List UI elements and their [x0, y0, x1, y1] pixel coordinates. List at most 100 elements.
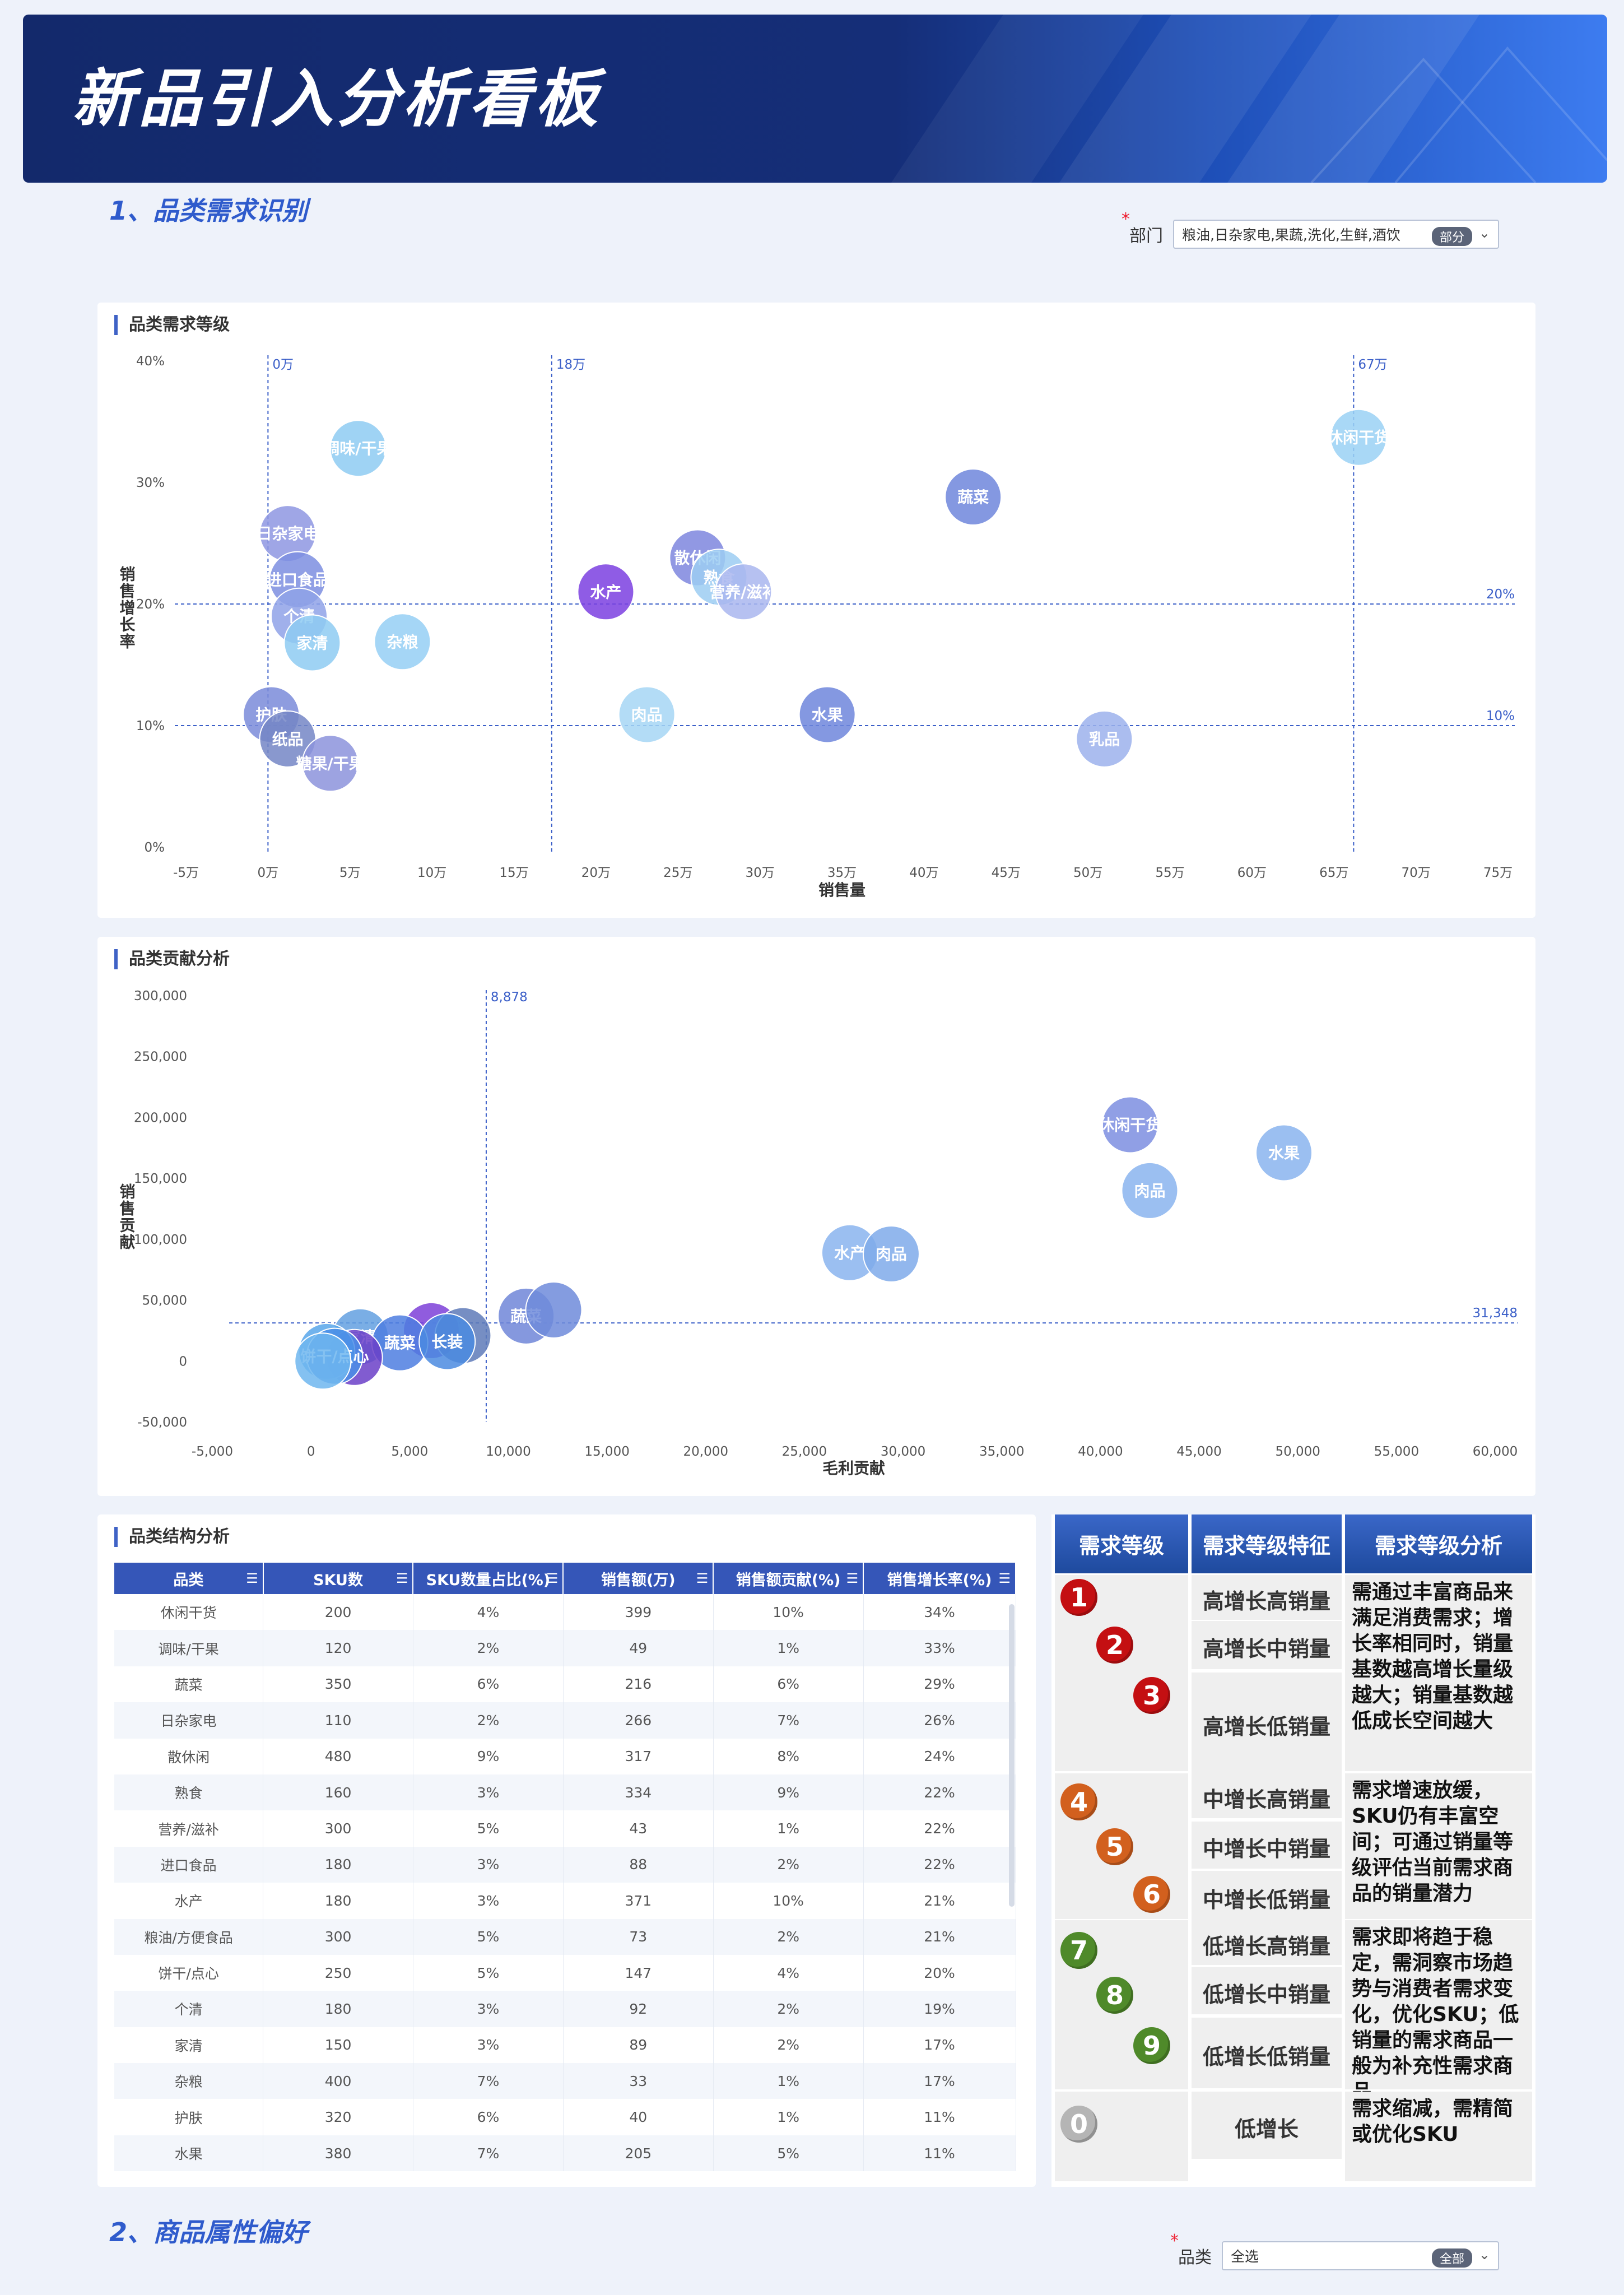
- bubble[interactable]: [525, 1281, 583, 1339]
- table-cell: 7%: [413, 2063, 564, 2099]
- level-number-badge: 0: [1060, 2106, 1097, 2143]
- bubble[interactable]: [1076, 710, 1133, 768]
- bubble-label: 调味/干果: [324, 439, 392, 458]
- bubble[interactable]: [577, 563, 635, 621]
- table-cell: 6%: [413, 1666, 564, 1703]
- bubble[interactable]: [1330, 408, 1388, 466]
- table-cell: 22%: [863, 1774, 1016, 1811]
- column-header[interactable]: 品类 ☰: [114, 1563, 264, 1594]
- table-row[interactable]: 调味/干果 120 2% 49 1% 33%: [114, 1630, 1016, 1666]
- bubble[interactable]: [1255, 1124, 1313, 1182]
- bubble-label: 乳品: [1088, 730, 1120, 749]
- legend-feature-cell: [1192, 1773, 1342, 1818]
- bubble[interactable]: [1101, 1096, 1159, 1154]
- legend-header: 需求等级: [1055, 1514, 1188, 1573]
- sort-icon[interactable]: ☰: [395, 1571, 408, 1586]
- bubble-label: 家清: [296, 634, 328, 652]
- bubble[interactable]: [418, 1313, 476, 1371]
- x-tick-label: -5万: [173, 866, 199, 880]
- bubble[interactable]: [798, 686, 856, 744]
- table-cell: 粮油/方便食品: [114, 1918, 264, 1955]
- table-row[interactable]: 家清 150 3% 89 2% 17%: [114, 2027, 1016, 2064]
- dept-select[interactable]: 粮油,日杂家电,果蔬,洗化,生鲜,酒饮 部分 ⌄: [1173, 220, 1499, 249]
- sort-icon[interactable]: ☰: [846, 1571, 859, 1586]
- sort-icon[interactable]: ☰: [998, 1571, 1011, 1586]
- demand-scatter-chart[interactable]: -5万 0万 5万 10万 15万 20万 25万 30万 35万 40万 45万 50万 55万 60万…: [97, 303, 1535, 918]
- table-row[interactable]: 休闲干货 200 4% 399 10% 34%: [114, 1594, 1016, 1630]
- table-row[interactable]: 个清 180 3% 92 2% 19%: [114, 1991, 1016, 2027]
- table-row[interactable]: 日杂家电 110 2% 266 7% 26%: [114, 1702, 1016, 1739]
- bubble[interactable]: [862, 1225, 920, 1283]
- table-cell: 5%: [413, 1954, 564, 1991]
- table-cell: 3%: [413, 1883, 564, 1919]
- table-scrollbar[interactable]: [1009, 1604, 1015, 1907]
- panel-title: 品类需求等级: [114, 315, 230, 335]
- category-select-tag: 全部: [1431, 2248, 1472, 2268]
- bubble[interactable]: [374, 613, 431, 671]
- table-cell: 11%: [863, 2135, 1016, 2172]
- banner-decoration: [891, 15, 1607, 183]
- table-cell: 380: [263, 2135, 413, 2172]
- table-row[interactable]: 水果 380 7% 205 5% 11%: [114, 2135, 1016, 2172]
- x-tick-label: -5,000: [192, 1444, 233, 1459]
- table-row[interactable]: 饼干/点心 250 5% 147 4% 20%: [114, 1954, 1016, 1991]
- table-row[interactable]: 杂粮 400 7% 33 1% 17%: [114, 2063, 1016, 2099]
- column-header[interactable]: SKU数 ☰: [263, 1563, 414, 1594]
- bubble[interactable]: [715, 563, 773, 621]
- table-row[interactable]: 粮油/方便食品 300 5% 73 2% 21%: [114, 1918, 1016, 1955]
- table-row[interactable]: 散休闲 480 9% 317 8% 24%: [114, 1738, 1016, 1774]
- table-row[interactable]: 进口食品 180 3% 88 2% 22%: [114, 1846, 1016, 1883]
- ref-line-label: 31,348: [1473, 1306, 1518, 1321]
- contribution-scatter-chart[interactable]: -5,000 0 5,000 10,000 15,000 20,000 25,000 30,0…: [97, 937, 1535, 1496]
- bubble-label: 营养/滋补: [709, 583, 778, 601]
- table-row[interactable]: 蔬菜 350 6% 216 6% 29%: [114, 1666, 1016, 1703]
- column-header[interactable]: 销售增长率(%) ☰: [863, 1563, 1016, 1594]
- data-point: 休闲干货: [1327, 408, 1390, 466]
- x-tick-label: 15,000: [584, 1444, 629, 1459]
- data-point: 营养/滋补: [709, 563, 778, 621]
- bubble[interactable]: [1121, 1162, 1179, 1219]
- table-row[interactable]: 熟食 160 3% 334 9% 22%: [114, 1774, 1016, 1811]
- bubble[interactable]: [294, 1332, 352, 1390]
- legend-feature-label: 中增长高销量: [1202, 1787, 1330, 1812]
- sort-icon[interactable]: ☰: [696, 1571, 709, 1586]
- ref-line-label: 8,878: [491, 990, 528, 1005]
- table-cell: 19%: [863, 1991, 1016, 2027]
- bubble[interactable]: [329, 420, 387, 477]
- x-tick-label: 40万: [909, 866, 938, 880]
- sort-icon[interactable]: ☰: [246, 1571, 258, 1586]
- table-cell: 320: [263, 2099, 413, 2135]
- y-tick-label: 0: [179, 1354, 187, 1369]
- bubble[interactable]: [301, 735, 359, 792]
- table-cell: 3%: [413, 1846, 564, 1883]
- bubble[interactable]: [944, 468, 1002, 526]
- table-cell: 205: [563, 2135, 714, 2172]
- x-axis-label: 销售量: [818, 881, 865, 899]
- table-row[interactable]: 护肤 320 6% 40 1% 11%: [114, 2099, 1016, 2135]
- bubble[interactable]: [618, 686, 676, 744]
- data-point: 水产: [577, 563, 635, 621]
- y-tick-label: 150,000: [134, 1172, 187, 1186]
- category-select[interactable]: 全选 全部 ⌄: [1222, 2241, 1499, 2270]
- table-cell: 17%: [863, 2063, 1016, 2099]
- demand-level-legend: 需求等级 需求等级特征 需求等级分析 需通过丰富商品来满足消费需求；增长率相同时…: [1051, 1514, 1535, 2187]
- sort-icon[interactable]: ☰: [546, 1571, 559, 1586]
- bubble-label: 纸品: [272, 730, 303, 749]
- column-header-label: SKU数: [313, 1571, 363, 1589]
- x-tick-label: 55万: [1155, 866, 1184, 880]
- table-cell: 21%: [863, 1883, 1016, 1919]
- legend-feature-label: 中增长低销量: [1202, 1888, 1330, 1912]
- column-header[interactable]: 销售额(万) ☰: [563, 1563, 714, 1594]
- table-cell: 熟食: [114, 1774, 264, 1811]
- table-cell: 160: [263, 1774, 413, 1811]
- dept-select-tag: 部分: [1431, 227, 1472, 246]
- level-number-badge: 3: [1133, 1677, 1170, 1714]
- bubble[interactable]: [283, 614, 341, 672]
- column-header[interactable]: 销售额贡献(%) ☰: [713, 1563, 864, 1594]
- table-cell: 2%: [713, 1991, 864, 2027]
- column-header-label: 销售额贡献(%): [736, 1571, 841, 1589]
- column-header[interactable]: SKU数量占比(%) ☰: [413, 1563, 564, 1594]
- table-row[interactable]: 水产 180 3% 371 10% 21%: [114, 1883, 1016, 1919]
- table-row[interactable]: 营养/滋补 300 5% 43 1% 22%: [114, 1810, 1016, 1847]
- table-cell: 317: [563, 1738, 714, 1774]
